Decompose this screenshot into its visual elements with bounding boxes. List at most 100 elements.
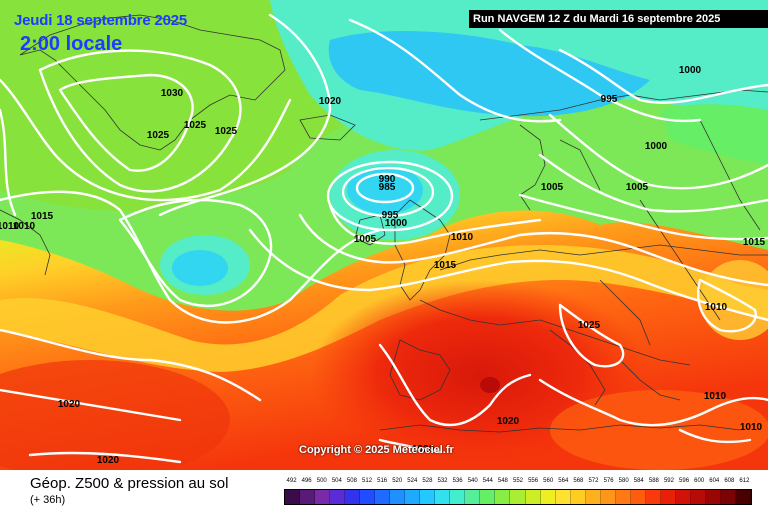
scale-swatch — [540, 490, 556, 504]
scale-label: 572 — [588, 478, 599, 484]
scale-swatch — [345, 490, 361, 504]
scale-swatch — [570, 490, 586, 504]
scale-label: 544 — [482, 478, 493, 484]
scale-swatch — [420, 490, 436, 504]
scale-label: 516 — [377, 478, 388, 484]
scale-label: 536 — [452, 478, 463, 484]
scale-swatch — [375, 490, 391, 504]
isobar-label: 1010 — [13, 221, 36, 232]
scale-swatch — [360, 490, 376, 504]
color-scale-bar — [284, 489, 752, 505]
isobar-label: 995 — [382, 210, 399, 221]
isobar-label: 1010 — [705, 302, 728, 313]
scale-swatch — [390, 490, 406, 504]
scale-swatch — [615, 490, 631, 504]
scale-swatch — [600, 490, 616, 504]
scale-label: 496 — [301, 478, 312, 484]
isobar-label: 1010 — [704, 391, 727, 402]
isobar-label: 1010 — [0, 221, 20, 232]
scale-label: 532 — [437, 478, 448, 484]
isobar-label: 990 — [379, 174, 396, 185]
forecast-time: 2:00 locale — [20, 33, 123, 55]
isobars — [0, 13, 768, 464]
scale-label: 528 — [422, 478, 433, 484]
scale-swatch — [705, 490, 721, 504]
run-banner: Run NAVGEM 12 Z du Mardi 16 septembre 20… — [469, 10, 768, 28]
scale-label: 524 — [407, 478, 418, 484]
scale-swatch — [450, 490, 466, 504]
isobar-label: 1010 — [740, 422, 763, 433]
isobar-label: 1025 — [147, 130, 170, 141]
scale-swatch — [510, 490, 526, 504]
isobar-label: 1015 — [743, 237, 766, 248]
scale-label: 584 — [633, 478, 644, 484]
scale-label: 568 — [573, 478, 584, 484]
scale-label: 600 — [694, 478, 705, 484]
scale-swatch — [315, 490, 331, 504]
scale-label: 512 — [362, 478, 373, 484]
scale-label: 548 — [497, 478, 508, 484]
isobar-label: 1000 — [679, 65, 702, 76]
scale-swatch — [645, 490, 661, 504]
scale-swatch — [495, 490, 511, 504]
scale-label: 576 — [603, 478, 614, 484]
isobar-label: 1025 — [578, 320, 601, 331]
scale-swatch — [675, 490, 691, 504]
scale-label: 604 — [709, 478, 720, 484]
scale-label: 556 — [528, 478, 539, 484]
scale-swatch — [735, 490, 751, 504]
scale-label: 560 — [543, 478, 554, 484]
scale-label: 580 — [618, 478, 629, 484]
isobar-label: 1020 — [412, 444, 435, 455]
isobar-label: 1005 — [626, 182, 649, 193]
scale-swatch — [690, 490, 706, 504]
scale-label: 504 — [331, 478, 342, 484]
scale-swatch — [405, 490, 421, 504]
scale-swatch — [480, 490, 496, 504]
legend-footer: Géop. Z500 & pression au sol (+ 36h) 492… — [0, 470, 768, 512]
scale-label: 552 — [512, 478, 524, 484]
scale-swatch — [630, 490, 646, 504]
forecast-offset: (+ 36h) — [30, 494, 66, 506]
scale-swatch — [330, 490, 346, 504]
scale-swatch — [525, 490, 541, 504]
isobar-label: 1000 — [645, 141, 668, 152]
scale-swatch — [660, 490, 676, 504]
scale-swatch — [465, 490, 481, 504]
isobar-label: 1025 — [184, 120, 207, 131]
color-scale: 492 496 500 504 508 512 516 520 524 528 532 536 540 5… — [284, 478, 752, 505]
isobar-label: 1030 — [161, 88, 184, 99]
isobar-label: 985 — [379, 182, 396, 193]
isobar-label: 1005 — [354, 234, 377, 245]
scale-label: 508 — [346, 478, 357, 484]
scale-label: 500 — [316, 478, 327, 484]
weather-map: 1030 1025 1025 1025 1020 1000 995 1000 1… — [0, 0, 768, 470]
scale-label: 588 — [648, 478, 659, 484]
isobar-label: 1005 — [541, 182, 564, 193]
scale-label: 596 — [679, 478, 690, 484]
isobar-label: 1000 — [385, 218, 408, 229]
scale-label: 564 — [558, 478, 569, 484]
forecast-date: Jeudi 18 septembre 2025 — [14, 12, 187, 29]
scale-label: 492 — [286, 478, 297, 484]
scale-swatch — [720, 490, 736, 504]
map-title: Géop. Z500 & pression au sol — [30, 475, 229, 492]
scale-swatch — [300, 490, 316, 504]
scale-swatch — [285, 490, 301, 504]
isobar-label: 1015 — [31, 211, 54, 222]
scale-swatch — [435, 490, 451, 504]
isobar-label: 1025 — [215, 126, 238, 137]
z500-field: 1030 1025 1025 1025 1020 1000 995 1000 1… — [0, 0, 768, 470]
copyright: Copyright © 2025 Meteociel.fr — [299, 444, 454, 456]
scale-label: 540 — [467, 478, 478, 484]
isobar-label: 1010 — [451, 232, 474, 243]
isobar-label: 1020 — [97, 455, 120, 466]
scale-label: 520 — [392, 478, 403, 484]
isobar-labels: 1030 1025 1025 1025 1020 1000 995 1000 1… — [0, 65, 766, 466]
isobar-label: 995 — [601, 94, 618, 105]
scale-label: 592 — [663, 478, 674, 484]
color-scale-labels: 492 496 500 504 508 512 516 520 524 528 532 536 540 5… — [284, 478, 752, 489]
isobar-label: 1020 — [319, 96, 342, 107]
isobar-label: 1020 — [58, 399, 81, 410]
scale-swatch — [555, 490, 571, 504]
